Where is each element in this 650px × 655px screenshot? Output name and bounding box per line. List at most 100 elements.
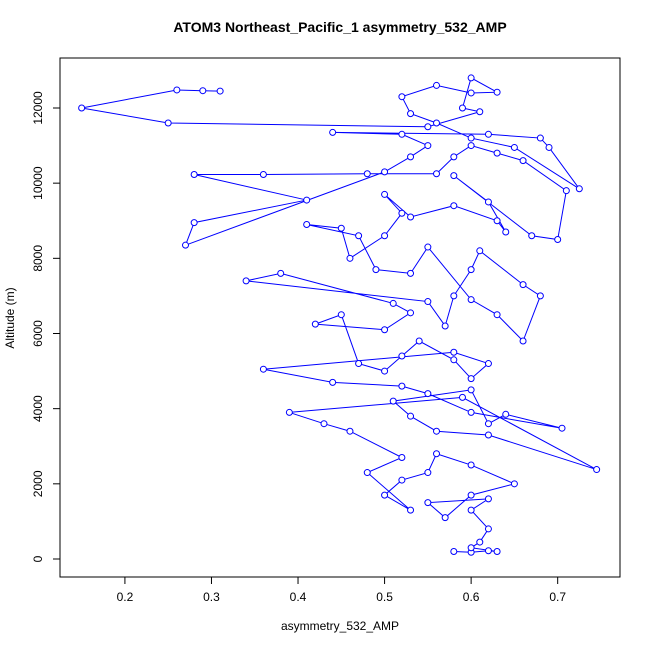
data-point bbox=[450, 153, 458, 161]
data-point bbox=[528, 232, 536, 240]
data-point bbox=[173, 86, 181, 94]
data-point bbox=[493, 88, 501, 96]
data-point bbox=[424, 298, 432, 306]
data-point bbox=[407, 412, 415, 420]
data-point bbox=[558, 424, 566, 432]
data-point bbox=[303, 196, 311, 204]
x-tick-label: 0.7 bbox=[549, 590, 566, 604]
data-point bbox=[329, 378, 337, 386]
data-point bbox=[407, 269, 415, 277]
data-point bbox=[484, 130, 492, 138]
data-point bbox=[329, 128, 337, 136]
data-point bbox=[415, 337, 423, 345]
data-point bbox=[259, 365, 267, 373]
data-point bbox=[78, 104, 86, 112]
data-point bbox=[502, 228, 510, 236]
data-point bbox=[484, 547, 492, 555]
data-point bbox=[484, 420, 492, 428]
data-point bbox=[389, 397, 397, 405]
data-point bbox=[484, 198, 492, 206]
data-point bbox=[467, 375, 475, 383]
data-point bbox=[311, 320, 319, 328]
data-point bbox=[303, 220, 311, 228]
y-tick-label: 10000 bbox=[31, 166, 45, 200]
data-point bbox=[575, 185, 583, 193]
data-point bbox=[593, 466, 601, 474]
data-point bbox=[346, 254, 354, 262]
data-point bbox=[398, 382, 406, 390]
data-point bbox=[381, 491, 389, 499]
data-point bbox=[389, 299, 397, 307]
data-point bbox=[424, 243, 432, 251]
data-point bbox=[450, 547, 458, 555]
y-tick-label: 12000 bbox=[31, 91, 45, 125]
data-point bbox=[484, 495, 492, 503]
data-point bbox=[484, 360, 492, 368]
data-point bbox=[467, 266, 475, 274]
data-point bbox=[554, 236, 562, 244]
data-point bbox=[346, 427, 354, 435]
data-point bbox=[398, 476, 406, 484]
data-point bbox=[519, 157, 527, 165]
data-point bbox=[337, 311, 345, 319]
data-point bbox=[562, 187, 570, 195]
data-point bbox=[424, 499, 432, 507]
data-point bbox=[398, 93, 406, 101]
data-point bbox=[484, 525, 492, 533]
data-point bbox=[510, 480, 518, 488]
data-point bbox=[433, 450, 441, 458]
plot-frame bbox=[59, 57, 621, 578]
data-point bbox=[407, 309, 415, 317]
data-point bbox=[467, 544, 475, 552]
data-point bbox=[433, 119, 441, 127]
data-point bbox=[372, 266, 380, 274]
data-point bbox=[536, 134, 544, 142]
data-point bbox=[363, 469, 371, 477]
data-point bbox=[424, 142, 432, 150]
data-point bbox=[182, 241, 190, 249]
data-point bbox=[467, 386, 475, 394]
data-point bbox=[216, 87, 224, 95]
data-point bbox=[493, 547, 501, 555]
data-point bbox=[407, 153, 415, 161]
data-point bbox=[285, 408, 293, 416]
data-point bbox=[450, 292, 458, 300]
data-point bbox=[199, 87, 207, 95]
data-point bbox=[164, 119, 172, 127]
data-point bbox=[424, 469, 432, 477]
data-point bbox=[467, 461, 475, 469]
data-point bbox=[467, 408, 475, 416]
y-axis-label: Altitude (m) bbox=[3, 287, 17, 348]
data-point bbox=[484, 431, 492, 439]
data-point bbox=[320, 420, 328, 428]
data-point bbox=[441, 322, 449, 330]
data-point bbox=[536, 292, 544, 300]
data-point bbox=[407, 506, 415, 514]
x-tick-label: 0.6 bbox=[463, 590, 480, 604]
data-point bbox=[277, 269, 285, 277]
x-axis-label: asymmetry_532_AMP bbox=[281, 619, 399, 633]
data-point bbox=[381, 190, 389, 198]
data-point bbox=[476, 108, 484, 116]
data-point bbox=[493, 217, 501, 225]
x-tick-label: 0.2 bbox=[117, 590, 134, 604]
data-point bbox=[259, 171, 267, 179]
data-line bbox=[81, 77, 597, 553]
y-tick-label: 6000 bbox=[31, 320, 45, 347]
data-point bbox=[510, 143, 518, 151]
data-point bbox=[381, 326, 389, 334]
data-point bbox=[476, 247, 484, 255]
data-point bbox=[467, 296, 475, 304]
data-point bbox=[424, 390, 432, 398]
data-point bbox=[381, 232, 389, 240]
data-point bbox=[493, 149, 501, 157]
data-point bbox=[398, 209, 406, 217]
data-point bbox=[450, 202, 458, 210]
data-point bbox=[190, 171, 198, 179]
data-point bbox=[242, 277, 250, 285]
data-point bbox=[467, 134, 475, 142]
data-point bbox=[441, 514, 449, 522]
data-point bbox=[337, 224, 345, 232]
data-point bbox=[355, 232, 363, 240]
